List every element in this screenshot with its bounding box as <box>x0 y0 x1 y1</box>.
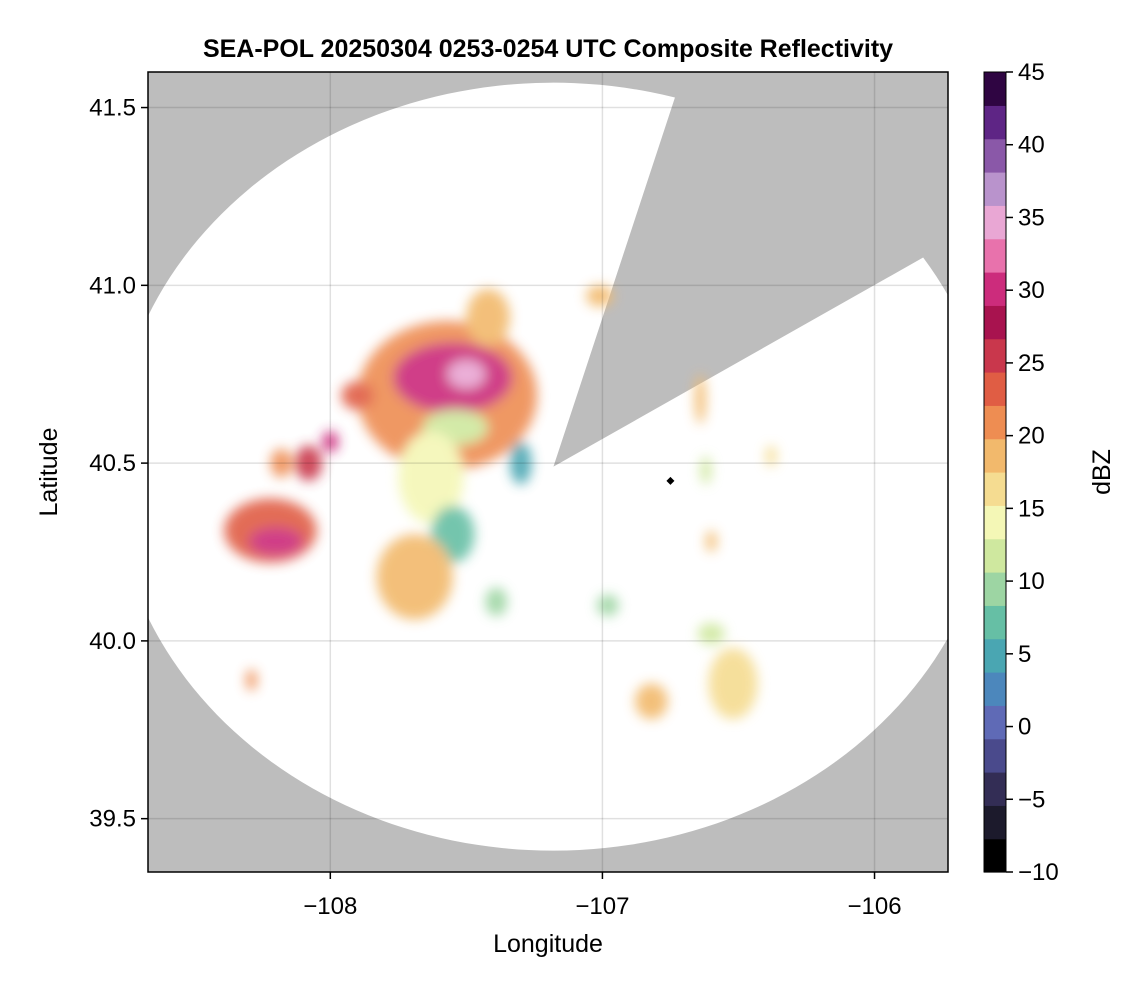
echo-cell-central-patch <box>596 594 619 616</box>
colorbar-tick-label: −10 <box>1018 859 1059 886</box>
colorbar-segment <box>984 138 1006 173</box>
echo-cell-east-mid-cell <box>700 456 712 485</box>
radar-site-marker <box>666 476 675 485</box>
echo-cell-north-edge-speck <box>586 285 614 307</box>
echo-cell-southern-complex <box>376 534 453 620</box>
colorbar-segment <box>984 772 1006 806</box>
colorbar-tick-label: 30 <box>1018 277 1045 304</box>
colorbar-segment <box>984 305 1006 340</box>
x-tick-label: −106 <box>847 893 901 920</box>
echo-cell-western-core <box>248 527 304 556</box>
colorbar-segment <box>984 638 1006 673</box>
colorbar-segment <box>984 172 1006 206</box>
echo-cell-west-mid-cell <box>294 445 323 481</box>
chart-title: SEA-POL 20250304 0253-0254 UTC Composite… <box>203 35 893 63</box>
y-tick-label: 41.5 <box>89 95 136 122</box>
echo-cell-small-north-cell <box>322 431 339 453</box>
colorbar-segment <box>984 205 1006 240</box>
y-tick-label: 40.5 <box>89 450 136 477</box>
x-axis-ticks: −108 −107 −106 <box>303 872 902 920</box>
plot-frame <box>147 71 949 873</box>
colorbar-frame <box>983 71 1007 873</box>
colorbar-segment <box>984 338 1006 373</box>
x-tick-label: −107 <box>575 893 629 920</box>
colorbar-segment <box>984 538 1006 573</box>
echo-cell-east-edge-cell <box>509 441 532 485</box>
colorbar-segment <box>984 438 1006 473</box>
colorbar-segment <box>984 105 1006 140</box>
colorbar-tick-label: 0 <box>1018 714 1031 741</box>
x-axis-label: Longitude <box>493 930 603 958</box>
y-tick-label: 41.0 <box>89 272 136 299</box>
colorbar-tick-label: 45 <box>1018 59 1045 86</box>
echo-cell-mid-south-cell <box>485 587 508 616</box>
colorbar-segment <box>984 838 1006 873</box>
colorbar-segment <box>984 405 1006 440</box>
echo-cell-southeast-west <box>635 683 668 720</box>
colorbar-segment <box>984 372 1006 406</box>
echo-cell-far-east-cell <box>765 445 777 467</box>
echo-cell-east-north-cell <box>694 374 706 424</box>
echo-cell-west-upper-cell <box>270 448 293 478</box>
echo-layer <box>224 285 777 720</box>
colorbar: −10 −5 0 5 10 15 20 25 30 35 40 45 <box>983 59 1059 886</box>
colorbar-segment <box>984 672 1006 706</box>
echo-cell-east-small-cell <box>705 530 717 552</box>
y-axis-label: Latitude <box>35 428 63 517</box>
echo-cell-central-band <box>398 431 464 524</box>
colorbar-tick-label: −5 <box>1018 786 1045 813</box>
colorbar-segment <box>984 738 1006 773</box>
colorbar-segment <box>984 605 1006 640</box>
colorbar-segment <box>984 272 1006 306</box>
echo-cell-southeast-complex <box>708 648 758 720</box>
colorbar-segment <box>984 705 1006 740</box>
plot-area <box>148 72 948 872</box>
colorbar-tick-label: 35 <box>1018 204 1045 231</box>
echo-cell-southwest-speck <box>245 669 257 691</box>
echo-cell-northern-tower <box>466 288 510 346</box>
colorbar-label: dBZ <box>1088 449 1116 495</box>
colorbar-segment <box>984 505 1006 540</box>
colorbar-segment <box>984 238 1006 273</box>
echo-cell-west-band-north <box>341 381 374 410</box>
grid-lines <box>148 72 948 872</box>
echo-cell-northern-peak <box>447 360 486 389</box>
y-axis-ticks: 39.5 40.0 40.5 41.0 41.5 <box>89 95 148 833</box>
colorbar-tick-label: 40 <box>1018 132 1045 159</box>
colorbar-tick-label: 10 <box>1018 568 1045 595</box>
colorbar-tick-label: 25 <box>1018 350 1045 377</box>
colorbar-segment <box>984 72 1006 106</box>
y-tick-label: 39.5 <box>89 806 136 833</box>
colorbar-segment <box>984 805 1006 840</box>
y-tick-label: 40.0 <box>89 628 136 655</box>
colorbar-segment <box>984 572 1006 606</box>
colorbar-tick-label: 5 <box>1018 641 1031 668</box>
colorbar-tick-label: 15 <box>1018 495 1045 522</box>
x-tick-label: −108 <box>303 893 357 920</box>
colorbar-tick-label: 20 <box>1018 423 1045 450</box>
colorbar-segment <box>984 472 1006 506</box>
echo-cell-southeast-upper <box>697 623 725 645</box>
